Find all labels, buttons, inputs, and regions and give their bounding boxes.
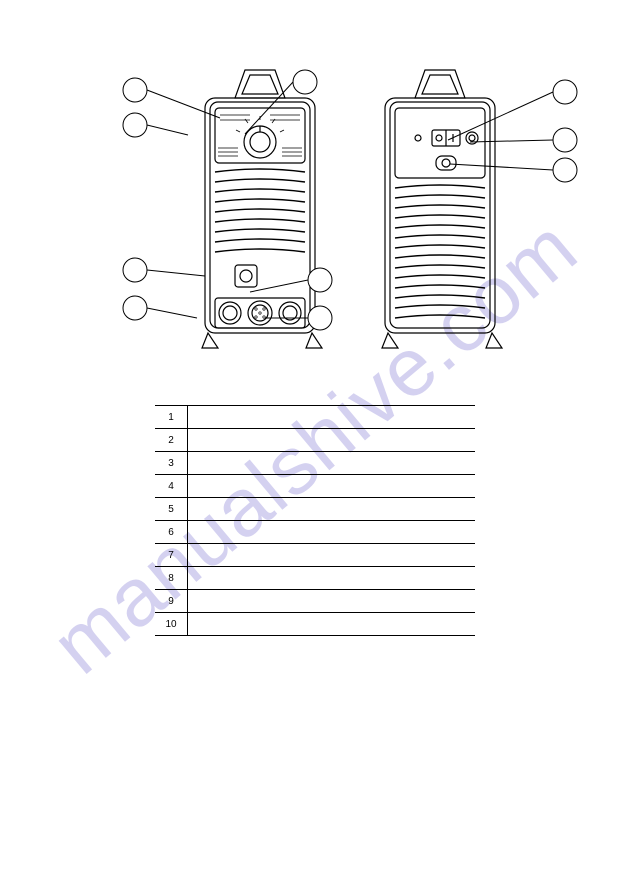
parts-table: 1 2 3 4 5 6 7 8 9 10 (155, 405, 475, 636)
table-row: 1 (155, 406, 475, 429)
part-desc (188, 590, 476, 613)
part-num: 6 (155, 521, 188, 544)
part-num: 8 (155, 567, 188, 590)
part-num: 7 (155, 544, 188, 567)
table-row: 7 (155, 544, 475, 567)
part-desc (188, 406, 476, 429)
parts-table-wrap: 1 2 3 4 5 6 7 8 9 10 (155, 405, 475, 636)
part-num: 4 (155, 475, 188, 498)
part-num: 5 (155, 498, 188, 521)
part-num: 9 (155, 590, 188, 613)
table-row: 2 (155, 429, 475, 452)
part-desc (188, 475, 476, 498)
part-desc (188, 521, 476, 544)
part-num: 10 (155, 613, 188, 636)
table-row: 4 (155, 475, 475, 498)
part-desc (188, 429, 476, 452)
part-desc (188, 498, 476, 521)
table-row: 9 (155, 590, 475, 613)
part-num: 3 (155, 452, 188, 475)
part-desc (188, 452, 476, 475)
device-figures (70, 60, 570, 370)
part-desc (188, 544, 476, 567)
table-row: 8 (155, 567, 475, 590)
part-num: 1 (155, 406, 188, 429)
manual-page: { "watermark": { "text": "manualshive.co… (0, 0, 629, 893)
table-row: 6 (155, 521, 475, 544)
table-row: 5 (155, 498, 475, 521)
table-row: 3 (155, 452, 475, 475)
part-desc (188, 613, 476, 636)
part-desc (188, 567, 476, 590)
part-num: 2 (155, 429, 188, 452)
table-row: 10 (155, 613, 475, 636)
callout-overlay-svg (70, 60, 590, 370)
